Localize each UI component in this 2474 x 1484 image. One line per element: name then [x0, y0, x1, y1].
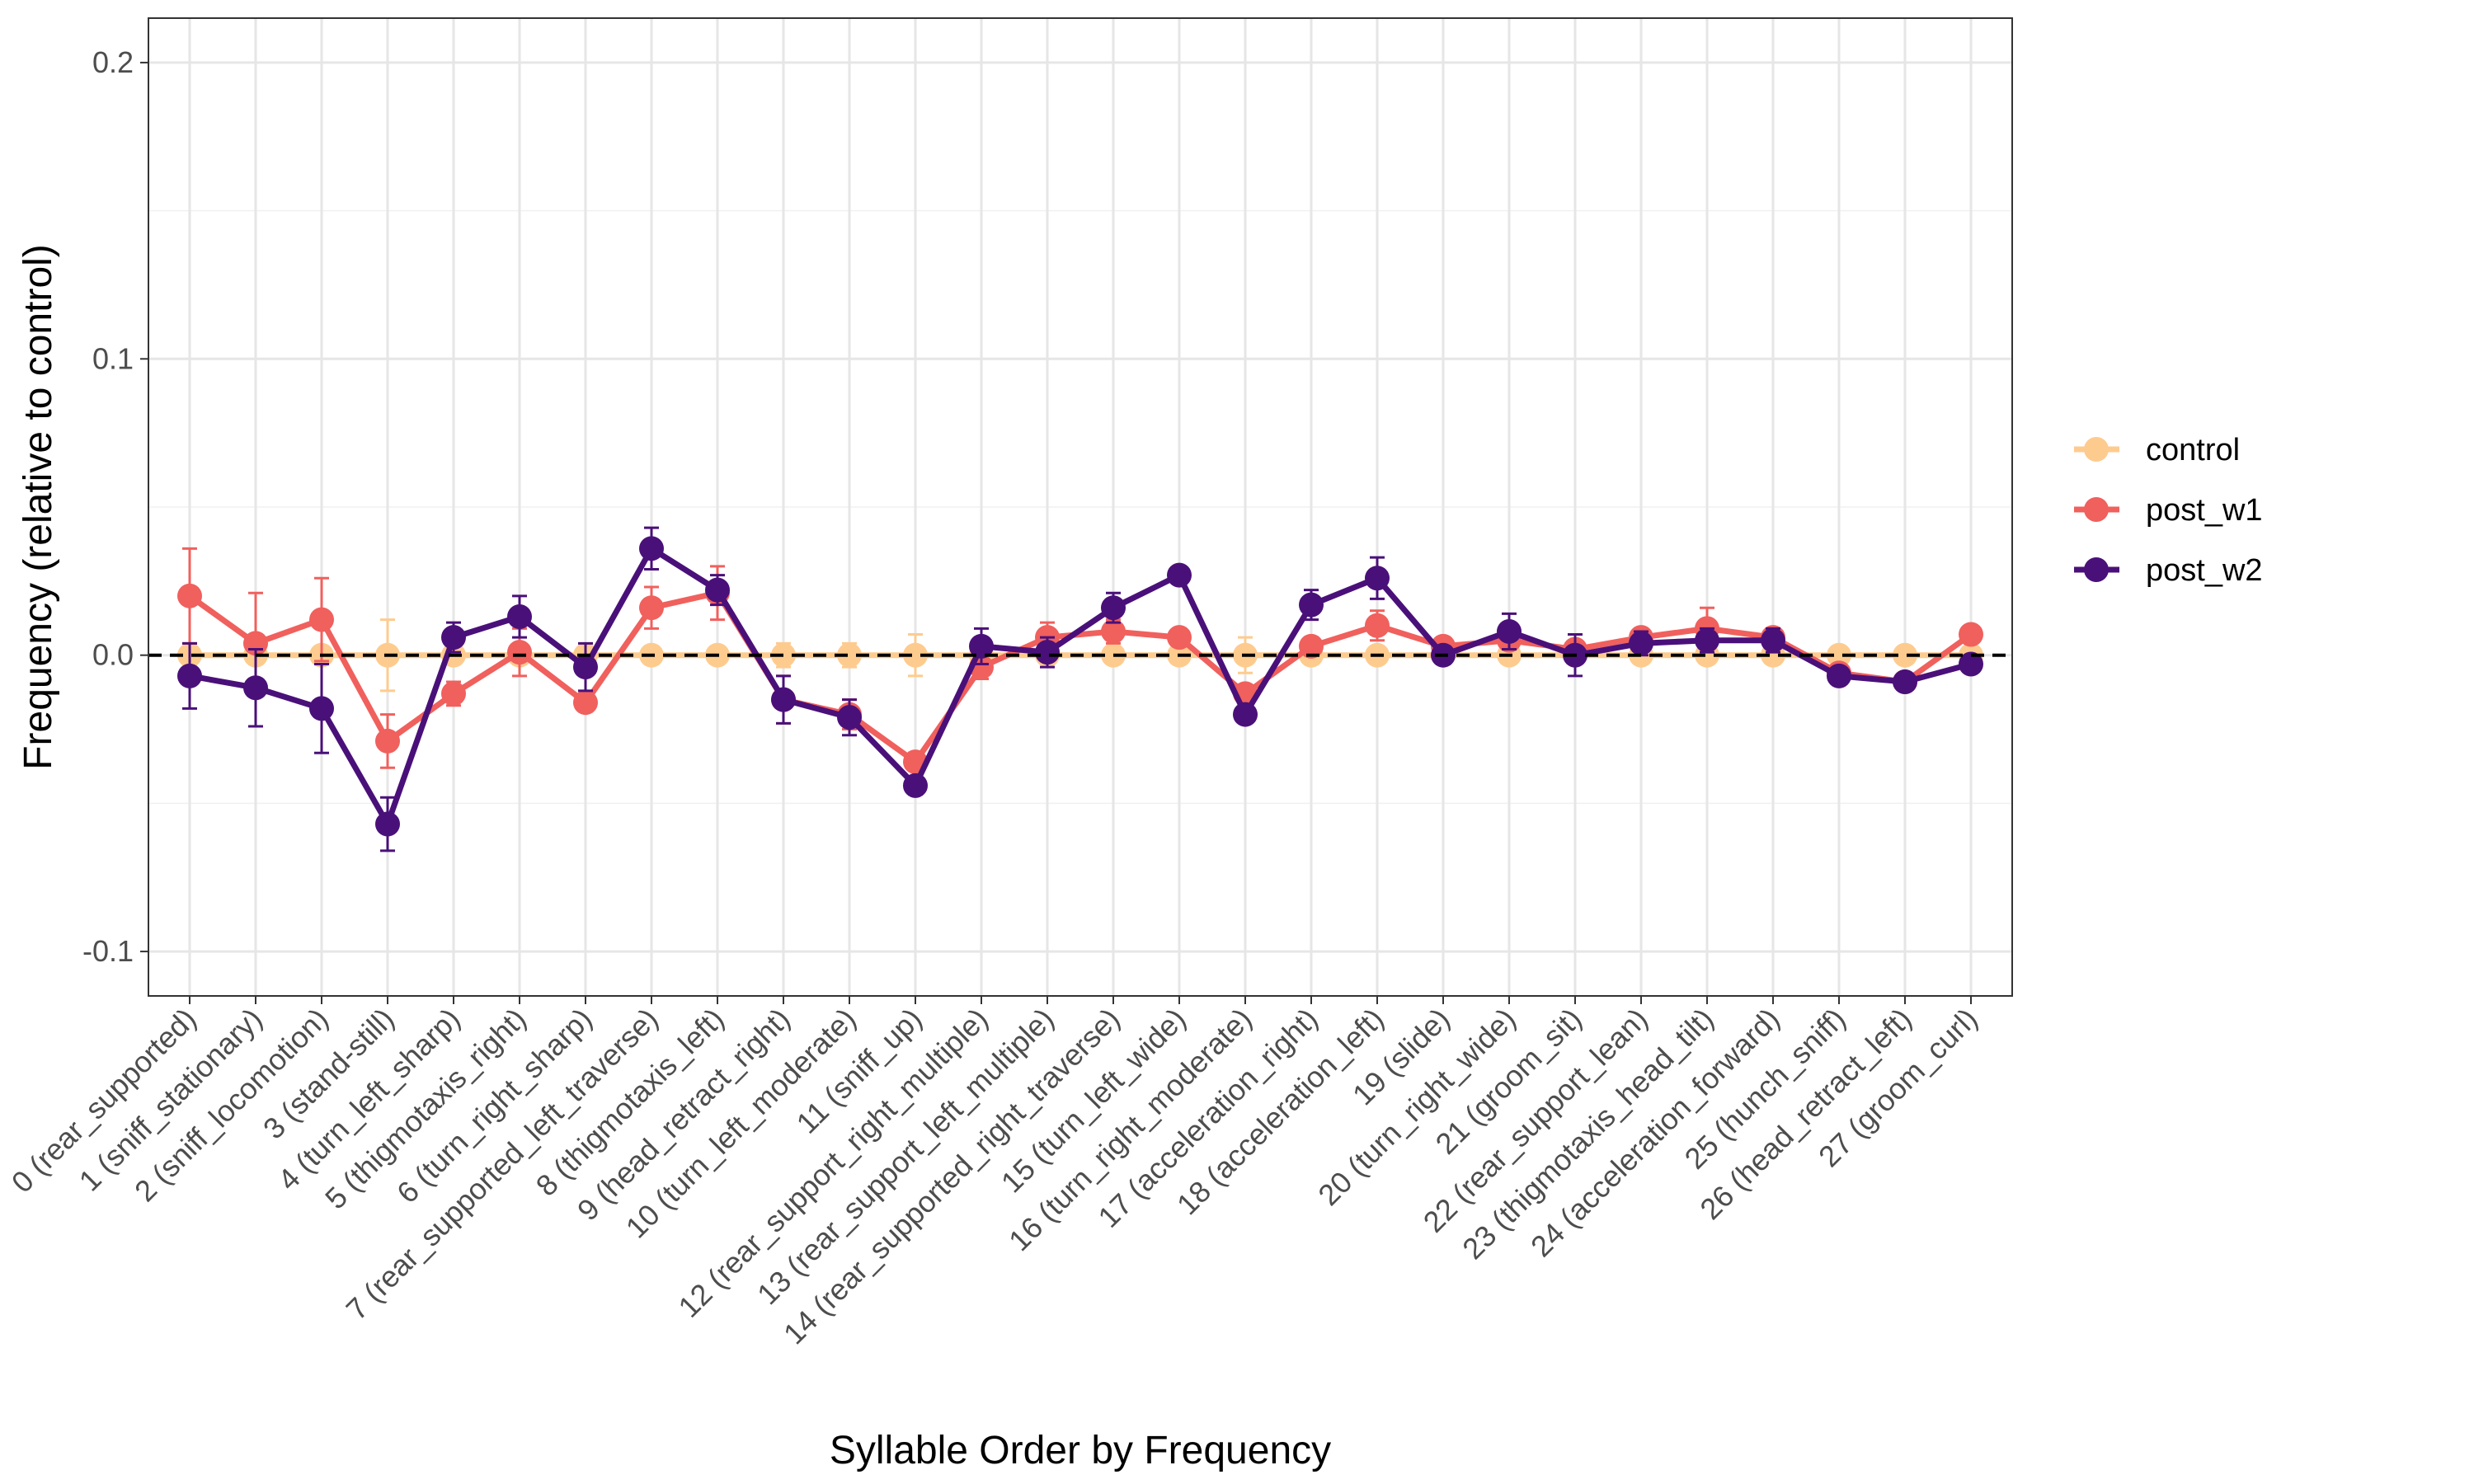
data-point — [1827, 642, 1851, 668]
data-point — [1365, 613, 1390, 638]
data-point — [1959, 651, 1983, 677]
data-point — [441, 681, 466, 707]
legend-item-post_w1: post_w1 — [2074, 493, 2263, 528]
data-point — [309, 696, 334, 721]
legend: control post_w1 post_w2 — [2074, 433, 2263, 588]
data-point — [1035, 640, 1060, 665]
legend-label: post_w1 — [2146, 493, 2263, 528]
grid-lines — [148, 18, 2012, 996]
data-point — [507, 640, 532, 665]
data-point — [375, 728, 400, 754]
data-point — [1629, 631, 1653, 656]
data-point — [639, 595, 664, 621]
legend-label: control — [2146, 433, 2240, 467]
data-point — [1299, 633, 1324, 659]
series-line-post_w2 — [189, 545, 1972, 828]
data-point — [1827, 663, 1851, 688]
y-axis-title: Frequency (relative to control) — [16, 244, 60, 770]
data-point — [1233, 702, 1258, 727]
data-point — [1167, 625, 1192, 650]
data-point — [837, 642, 862, 668]
series-line-post_w1 — [187, 589, 1973, 765]
data-point — [1497, 618, 1522, 644]
legend-key-point — [2084, 497, 2109, 522]
series-post_w2 — [177, 526, 1983, 852]
data-point — [1959, 622, 1983, 647]
data-point — [573, 690, 598, 716]
data-point — [309, 607, 334, 632]
x-axis: 0 (rear_supported)1 (sniff_stationary)2 … — [5, 996, 1984, 1350]
data-point — [375, 811, 400, 837]
legend-item-post_w2: post_w2 — [2074, 553, 2263, 588]
plot-panel-border — [148, 17, 2013, 997]
legend-label: post_w2 — [2146, 553, 2263, 588]
data-point — [969, 633, 994, 659]
legend-key-point — [2084, 437, 2109, 462]
data-point — [1761, 627, 1785, 653]
data-point — [573, 655, 598, 680]
legend-item-control: control — [2074, 433, 2240, 467]
data-point — [837, 705, 862, 730]
data-point — [507, 603, 532, 629]
series-group — [177, 526, 1983, 852]
data-point — [1893, 669, 1917, 695]
data-point — [1101, 618, 1126, 644]
data-point — [903, 773, 928, 798]
data-point — [705, 577, 730, 603]
data-point — [903, 642, 928, 668]
data-point — [639, 536, 664, 561]
data-point — [771, 687, 796, 712]
data-point — [1365, 566, 1390, 591]
data-point — [1299, 592, 1324, 618]
data-point — [243, 675, 268, 701]
y-axis: -0.1 0.0 0.1 0.2 — [82, 45, 148, 968]
y-tick-label: -0.1 — [82, 934, 134, 968]
y-tick-label: 0.0 — [92, 638, 134, 672]
data-point — [441, 625, 466, 650]
data-point — [1167, 562, 1192, 588]
data-point — [177, 583, 202, 608]
legend-key-point — [2084, 557, 2109, 582]
y-tick-label: 0.1 — [92, 341, 134, 375]
y-tick-label: 0.2 — [92, 45, 134, 79]
data-point — [1695, 627, 1719, 653]
data-point — [1893, 642, 1917, 668]
x-axis-title: Syllable Order by Frequency — [830, 1429, 1331, 1472]
data-point — [177, 663, 202, 688]
data-point — [1101, 595, 1126, 621]
